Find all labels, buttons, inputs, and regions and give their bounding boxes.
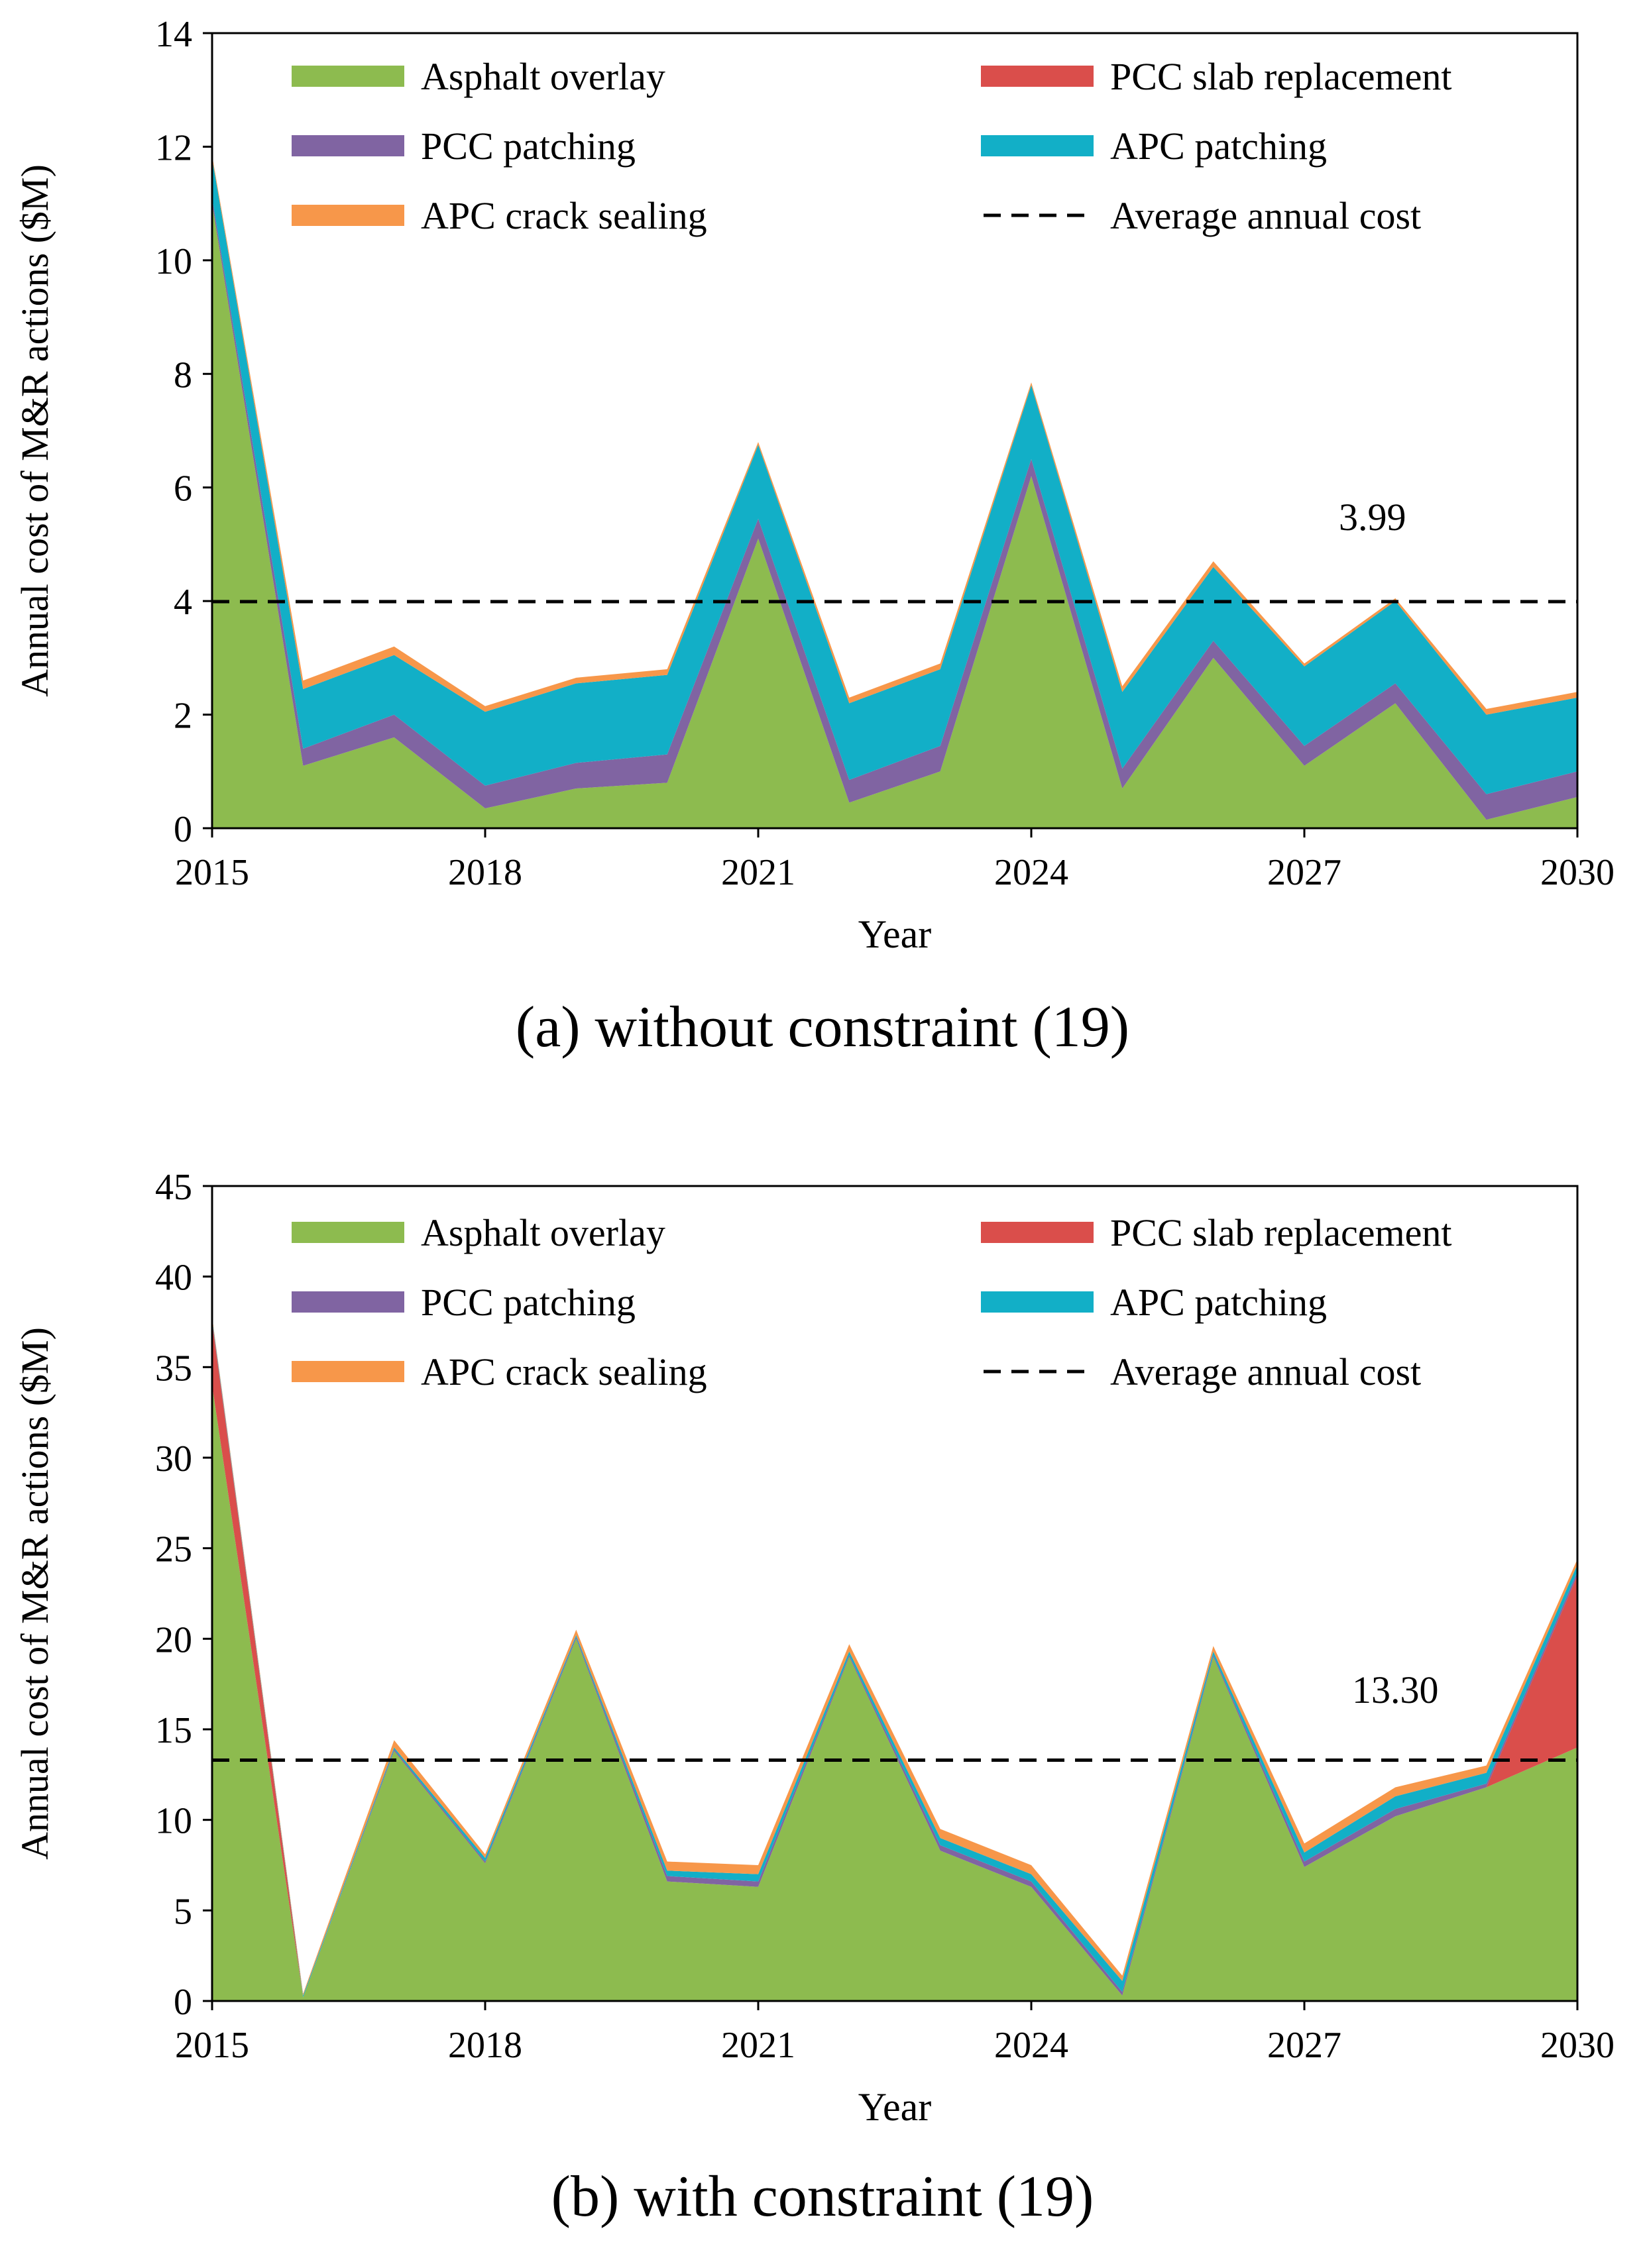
chart-a-area-apc-patching	[212, 158, 1577, 794]
chart-a-y-tick-label: 2	[174, 696, 192, 737]
chart-b-legend-swatch-pcc-patching	[292, 1291, 404, 1313]
chart-b-x-tick-label: 2018	[448, 2025, 522, 2066]
chart-a-y-tick-label: 14	[155, 14, 192, 55]
chart-b-caption: (b) with constraint (19)	[551, 2165, 1094, 2229]
chart-a-y-tick-label: 0	[174, 809, 192, 850]
chart-a: 3.99 0 2 4 6 8 10 12 14 2015 2018 2021 2024 2027 2030 Y…	[13, 14, 1615, 956]
chart-a-y-tick-label: 8	[174, 354, 192, 396]
chart-a-x-axis-label: Year	[858, 912, 932, 956]
chart-a-x-tick-label: 2027	[1267, 852, 1341, 893]
chart-b-legend-swatch-asphalt-overlay	[292, 1222, 404, 1243]
chart-b-legend-label-average-annual-cost: Average annual cost	[1110, 1350, 1421, 1393]
chart-a-legend-label-average-annual-cost: Average annual cost	[1110, 194, 1421, 237]
chart-a-y-tick-label: 12	[155, 127, 192, 168]
chart-b: 13.30 0 5 10 15 20 25 30 35 40 45 2015 2018 2021 2024 2…	[13, 1167, 1615, 2129]
chart-a-y-tick-label: 6	[174, 468, 192, 510]
chart-b-y-tick-label: 5	[174, 1891, 192, 1932]
chart-b-legend-label-pcc-slab-replacement: PCC slab replacement	[1110, 1211, 1451, 1254]
chart-b-y-tick-label: 10	[155, 1801, 192, 1842]
chart-b-legend-label-apc-crack-sealing: APC crack sealing	[421, 1350, 707, 1393]
chart-b-legend-swatch-apc-patching	[981, 1291, 1094, 1313]
chart-b-area-asphalt-overlay	[212, 1385, 1577, 2001]
chart-a-y-tick-label: 4	[174, 582, 192, 623]
chart-b-y-tick-label: 45	[155, 1167, 192, 1208]
chart-b-legend-label-asphalt-overlay: Asphalt overlay	[421, 1211, 665, 1254]
chart-b-y-tick-label: 25	[155, 1529, 192, 1570]
chart-a-x-tick-label: 2018	[448, 852, 522, 893]
chart-b-average-annotation: 13.30	[1352, 1668, 1439, 1711]
chart-a-area-pcc-patching	[212, 197, 1577, 820]
chart-b-y-tick-label: 20	[155, 1619, 192, 1660]
chart-b-legend-label-pcc-patching: PCC patching	[421, 1281, 636, 1324]
chart-a-y-axis-label: Annual cost of M&R actions ($M)	[13, 164, 56, 697]
chart-a-legend-swatch-pcc-patching	[292, 135, 404, 156]
chart-a-y-tick-label: 10	[155, 241, 192, 282]
chart-b-y-tick-label: 0	[174, 1982, 192, 2023]
chart-a-average-annotation: 3.99	[1339, 496, 1406, 539]
chart-b-x-tick-label: 2015	[175, 2025, 249, 2066]
chart-a-x-tick-label: 2030	[1540, 852, 1615, 893]
chart-b-y-tick-label: 35	[155, 1348, 192, 1389]
chart-b-legend-label-apc-patching: APC patching	[1110, 1281, 1327, 1324]
chart-b-legend-swatch-apc-crack-sealing	[292, 1361, 404, 1382]
chart-a-legend-swatch-pcc-slab-replacement	[981, 66, 1094, 87]
chart-a-x-tick-label: 2021	[721, 852, 795, 893]
chart-b-x-tick-label: 2024	[994, 2025, 1068, 2066]
chart-a-area-asphalt-overlay	[212, 203, 1577, 829]
chart-a-x-tick-label: 2015	[175, 852, 249, 893]
chart-a-caption: (a) without constraint (19)	[515, 995, 1130, 1059]
chart-a-x-tick-label: 2024	[994, 852, 1068, 893]
chart-b-y-tick-label: 30	[155, 1438, 192, 1480]
chart-a-plot-frame	[211, 32, 1579, 830]
chart-b-plot-frame	[211, 1185, 1579, 2002]
chart-b-x-tick-label: 2021	[721, 2025, 795, 2066]
chart-a-legend-swatch-asphalt-overlay	[292, 66, 404, 87]
chart-b-y-axis-label: Annual cost of M&R actions ($M)	[13, 1327, 56, 1860]
chart-b-legend-swatch-pcc-slab-replacement	[981, 1222, 1094, 1243]
chart-a-legend-label-pcc-slab-replacement: PCC slab replacement	[1110, 55, 1451, 98]
chart-a-legend-label-apc-crack-sealing: APC crack sealing	[421, 194, 707, 237]
chart-a-legend-label-asphalt-overlay: Asphalt overlay	[421, 55, 665, 98]
chart-a-legend-label-apc-patching: APC patching	[1110, 125, 1327, 168]
chart-b-y-tick-label: 15	[155, 1710, 192, 1751]
chart-b-x-tick-label: 2030	[1540, 2025, 1615, 2066]
chart-b-x-tick-label: 2027	[1267, 2025, 1341, 2066]
chart-b-y-tick-label: 40	[155, 1258, 192, 1299]
chart-a-legend-swatch-apc-patching	[981, 135, 1094, 156]
chart-a-legend-label-pcc-patching: PCC patching	[421, 125, 636, 168]
chart-b-x-axis-label: Year	[858, 2085, 932, 2129]
chart-a-legend-swatch-apc-crack-sealing	[292, 205, 404, 226]
